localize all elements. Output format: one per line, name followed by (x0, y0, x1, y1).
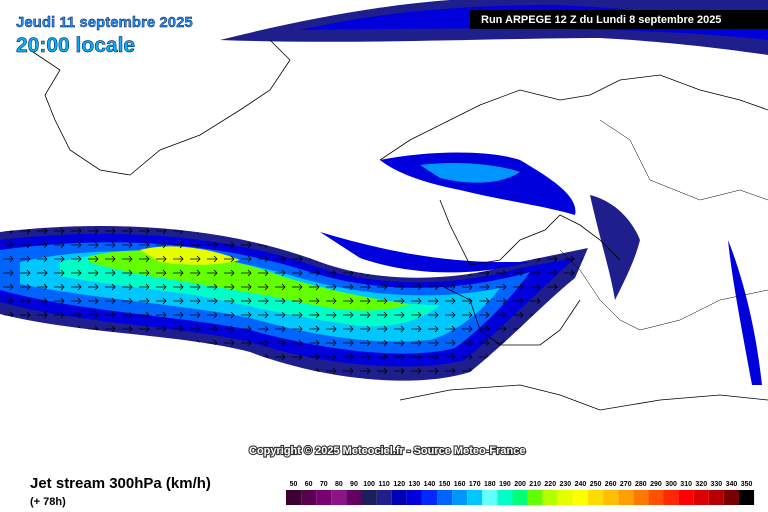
coastlines (29, 39, 768, 411)
legend-label: 80 (335, 481, 343, 488)
legend-label: 200 (514, 481, 526, 488)
legend-swatch (482, 490, 498, 505)
legend-label: 130 (409, 481, 421, 488)
legend-label: 60 (305, 481, 313, 488)
legend-swatch (678, 490, 694, 505)
legend-label: 70 (320, 481, 328, 488)
legend-label: 110 (379, 481, 390, 488)
legend-swatch (527, 490, 543, 505)
legend-label: 230 (560, 481, 572, 488)
legend-swatch (663, 490, 679, 505)
legend-swatch (618, 490, 634, 505)
legend-label: 150 (439, 481, 451, 488)
legend-label: 140 (424, 481, 436, 488)
legend-swatch (467, 490, 483, 505)
legend-label: 180 (484, 481, 496, 488)
legend-label: 320 (695, 481, 707, 488)
legend-label: 270 (620, 481, 632, 488)
legend-label: 240 (575, 481, 587, 488)
legend-swatch (421, 490, 437, 505)
run-banner (470, 10, 768, 29)
legend-swatch (346, 490, 362, 505)
legend-swatch (648, 490, 664, 505)
legend-swatch (497, 490, 513, 505)
legend-swatch (588, 490, 604, 505)
legend-label: 100 (363, 481, 375, 488)
legend-label: 50 (290, 481, 298, 488)
legend-label: 300 (665, 481, 677, 488)
legend-label: 340 (726, 481, 738, 488)
legend-label: 290 (650, 481, 662, 488)
legend-swatch (452, 490, 468, 505)
legend-swatch (361, 490, 377, 505)
legend-label: 90 (350, 481, 358, 488)
legend-label: 170 (469, 481, 481, 488)
legend-swatch (286, 490, 302, 505)
legend-label: 210 (529, 481, 541, 488)
time: 20:00 locale (16, 34, 135, 57)
legend: 50 60 70 80 90 100 110 120 130 140 150 160 170 180 190… (286, 481, 755, 505)
legend-label: 190 (499, 481, 511, 488)
legend-swatch (331, 490, 347, 505)
date: Jeudi 11 septembre 2025 (16, 14, 193, 31)
legend-swatch (512, 490, 528, 505)
legend-swatch (316, 490, 332, 505)
legend-swatch (376, 490, 392, 505)
legend-swatch (391, 490, 407, 505)
legend-swatch (437, 490, 453, 505)
legend-swatch (708, 490, 724, 505)
footer-lead: (+ 78h) (30, 496, 66, 508)
legend-swatch (542, 490, 558, 505)
legend-label: 350 (741, 481, 753, 488)
copyright: Copyright © 2025 Meteociel.fr - Source M… (249, 445, 525, 457)
legend-swatch (693, 490, 709, 505)
footer-title: Jet stream 300hPa (km/h) (30, 475, 211, 492)
legend-label: 260 (605, 481, 617, 488)
legend-label: 160 (454, 481, 466, 488)
legend-label: 120 (393, 481, 405, 488)
legend-label: 250 (590, 481, 602, 488)
legend-swatch (633, 490, 649, 505)
legend-label: 330 (711, 481, 723, 488)
legend-swatch (603, 490, 619, 505)
legend-swatch (301, 490, 317, 505)
legend-swatch (723, 490, 739, 505)
legend-label: 310 (680, 481, 692, 488)
legend-swatch (739, 490, 755, 505)
legend-swatch (557, 490, 573, 505)
legend-label: 280 (635, 481, 647, 488)
legend-swatch (572, 490, 588, 505)
legend-label: 220 (544, 481, 556, 488)
run-info: Run ARPEGE 12 Z du Lundi 8 septembre 202… (481, 14, 721, 26)
legend-swatch (406, 490, 422, 505)
